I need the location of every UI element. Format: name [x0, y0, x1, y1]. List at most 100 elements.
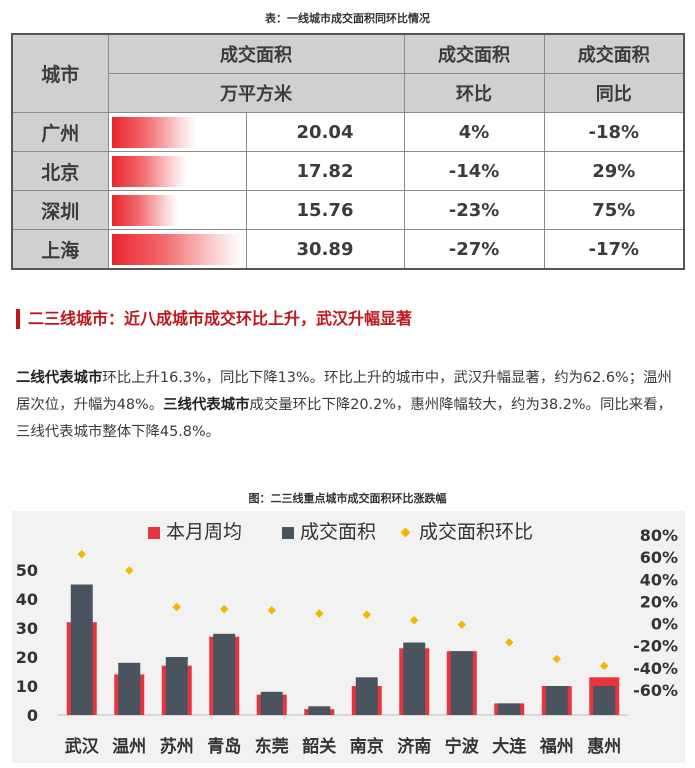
- yoy-cell: -18%: [543, 112, 685, 152]
- table-row: 上海 30.89 -27% -17%: [11, 229, 685, 270]
- y2-tick-label: 0%: [651, 615, 678, 634]
- yoy-cell: 29%: [543, 151, 685, 191]
- header-area: 成交面积: [107, 33, 405, 74]
- marker-mom-南京: [362, 610, 371, 619]
- mom-cell: -23%: [403, 190, 545, 230]
- x-tick-label: 青岛: [207, 736, 241, 757]
- x-tick-label: 济南: [397, 736, 431, 757]
- para-bold-2: 三线代表城市: [163, 397, 250, 413]
- y-tick-label: 30: [16, 619, 38, 638]
- y2-tick-label: -60%: [633, 681, 678, 700]
- x-tick-label: 宁波: [445, 736, 480, 757]
- area-bar-cell: [107, 151, 247, 191]
- marker-mom-韶关: [315, 609, 324, 618]
- area-bar: [111, 233, 242, 265]
- legend-item-area: 成交面积: [282, 520, 376, 544]
- bar-area-南京: [355, 677, 378, 715]
- bar-area-青岛: [213, 633, 236, 715]
- table-caption: 表：一线城市成交面积同环比情况: [265, 12, 430, 25]
- city-cell: 广州: [11, 112, 109, 152]
- marker-mom-温州: [125, 566, 134, 575]
- chart-panel: [12, 511, 685, 763]
- marker-mom-武汉: [77, 550, 86, 559]
- table-row: 北京 17.82 -14% 29%: [11, 151, 685, 191]
- mom-cell: 4%: [403, 112, 545, 152]
- x-tick-label: 东莞: [255, 736, 289, 757]
- legend-swatch-weekly: [148, 526, 160, 539]
- x-tick-label: 温州: [112, 737, 146, 757]
- y2-tick-label: 60%: [640, 548, 678, 567]
- y2-tick-label: -20%: [633, 637, 678, 656]
- area-cell: 17.82: [245, 151, 405, 191]
- y-tick-label: 20: [16, 648, 38, 667]
- y2-tick-label: -40%: [633, 659, 678, 678]
- mom-cell: -14%: [403, 151, 545, 191]
- section-title: 二三线城市：近八成城市成交环比上升，武汉升幅显著: [16, 309, 412, 329]
- y2-tick-label: 40%: [640, 570, 678, 589]
- bar-area-韶关: [308, 706, 331, 715]
- y-tick-label: 50: [16, 561, 38, 580]
- x-tick-label: 南京: [350, 736, 384, 757]
- area-cell: 15.76: [245, 190, 405, 230]
- x-tick-label: 福州: [539, 736, 574, 757]
- x-tick-label: 武汉: [65, 736, 100, 757]
- header-mom: 成交面积: [403, 33, 545, 74]
- first-tier-city-table: 城市 成交面积 成交面积 成交面积 万平方米 环比 同比 广州 20.04 4%…: [11, 33, 685, 270]
- city-cell: 深圳: [11, 190, 109, 230]
- marker-mom-福州: [552, 654, 561, 664]
- table-row: 深圳 15.76 -23% 75%: [11, 190, 685, 230]
- header-yoy: 成交面积: [543, 33, 685, 74]
- x-tick-label: 惠州: [587, 736, 621, 757]
- area-bar: [111, 194, 178, 226]
- y-tick-label: 40: [16, 590, 38, 609]
- legend-item-mom: 成交面积环比: [400, 520, 534, 544]
- area-bar: [111, 116, 196, 148]
- legend-item-weekly: 本月周均: [148, 520, 242, 544]
- city-cell: 北京: [11, 151, 109, 191]
- bar-area-苏州: [165, 657, 188, 715]
- bar-area-大连: [498, 703, 521, 715]
- table-row: 广州 20.04 4% -18%: [11, 112, 685, 152]
- area-bar-cell: [107, 229, 247, 270]
- marker-mom-东莞: [267, 606, 276, 615]
- y-tick-label: 10: [16, 677, 38, 696]
- legend-swatch-area: [282, 526, 294, 539]
- bar-area-惠州: [593, 686, 616, 715]
- area-bar-cell: [107, 190, 247, 230]
- chart-caption: 图：二三线重点城市成交面积环比涨跌幅: [248, 492, 447, 505]
- area-bar: [111, 155, 187, 187]
- y-tick-label: 0: [27, 706, 38, 725]
- header-yoy-sub: 同比: [543, 73, 685, 113]
- header-mom-sub: 环比: [403, 73, 545, 113]
- area-cell: 30.89: [245, 229, 405, 270]
- mom-cell: -27%: [403, 229, 545, 270]
- marker-mom-青岛: [220, 604, 229, 614]
- y2-tick-label: 80%: [640, 526, 678, 545]
- marker-mom-宁波: [457, 620, 466, 629]
- legend-label-weekly: 本月周均: [166, 521, 243, 543]
- bar-area-武汉: [70, 584, 93, 715]
- header-area-unit: 万平方米: [107, 73, 405, 113]
- yoy-cell: 75%: [543, 190, 685, 230]
- bar-area-温州: [118, 662, 141, 715]
- para-text-2: 成交量环比下降20.2%，惠州降幅较大，约为38.2%。同比来看，三线代表城市整…: [16, 397, 672, 440]
- legend-label-area: 成交面积: [300, 521, 377, 543]
- marker-mom-惠州: [600, 661, 609, 671]
- marker-mom-济南: [410, 616, 419, 625]
- bar-area-济南: [403, 642, 426, 715]
- city-cell: 上海: [11, 229, 109, 270]
- marker-mom-苏州: [172, 602, 181, 612]
- legend-label-mom: 成交面积环比: [419, 521, 534, 543]
- body-paragraph: 二线代表城市环比上升16.3%，同比下降13%。环比上升的城市中，武汉升幅显著，…: [16, 365, 684, 446]
- x-tick-label: 苏州: [160, 736, 194, 757]
- area-bar-cell: [107, 112, 247, 152]
- marker-mom-大连: [505, 638, 514, 647]
- bar-area-东莞: [260, 691, 283, 715]
- x-tick-label: 大连: [492, 736, 527, 757]
- para-text-1: 环比上升16.3%，同比下降13%。环比上升的城市中，武汉升幅显著，约为62.6…: [16, 370, 672, 413]
- area-cell: 20.04: [245, 112, 405, 152]
- header-city: 城市: [11, 33, 109, 113]
- bar-area-宁波: [450, 651, 473, 715]
- x-tick-label: 韶关: [302, 736, 336, 757]
